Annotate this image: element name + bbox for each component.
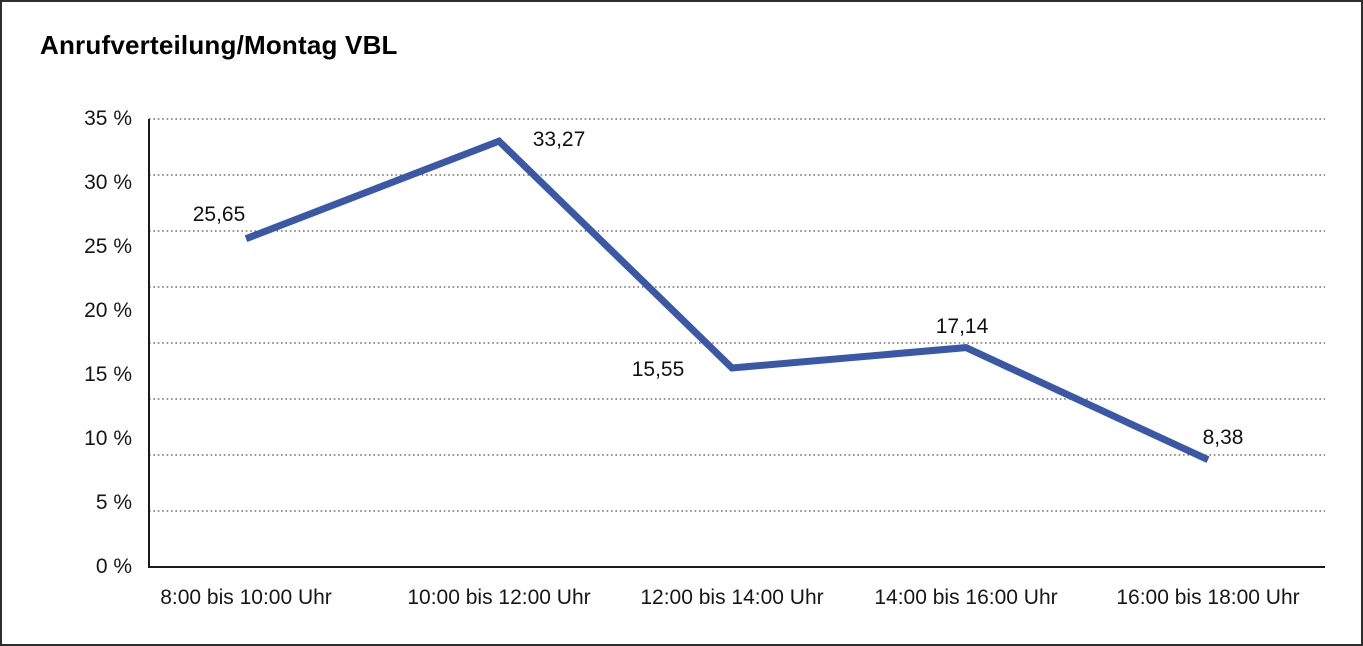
x-axis-category-label: 10:00 bis 12:00 Uhr: [407, 586, 591, 609]
data-line-series: [244, 137, 1210, 463]
x-axis-category-label: 16:00 bis 18:00 Uhr: [1116, 586, 1300, 609]
y-axis-tick-label: 35 %: [84, 107, 132, 130]
y-axis-tick-label: 15 %: [84, 363, 132, 386]
data-value-label: 33,27: [532, 128, 586, 152]
data-value-label: 8,38: [1202, 425, 1244, 449]
data-value-label: 17,14: [935, 314, 989, 338]
x-axis-category-label: 8:00 bis 10:00 Uhr: [160, 586, 332, 609]
y-axis-tick-label: 10 %: [84, 427, 132, 450]
data-value-label: 25,65: [192, 202, 246, 226]
y-axis-tick-label: 30 %: [84, 171, 132, 194]
y-axis-tick-label: 0 %: [95, 555, 132, 578]
x-axis-category-label: 12:00 bis 14:00 Uhr: [640, 586, 824, 609]
chart-title: Anrufverteilung/Montag VBL: [40, 30, 398, 60]
y-axis-tick-label: 20 %: [84, 299, 132, 322]
x-axis-category-label: 14:00 bis 16:00 Uhr: [874, 586, 1058, 609]
y-axis-tick-label: 5 %: [95, 491, 132, 514]
data-value-label: 15,55: [631, 357, 685, 381]
y-axis-tick-label: 25 %: [84, 235, 132, 258]
